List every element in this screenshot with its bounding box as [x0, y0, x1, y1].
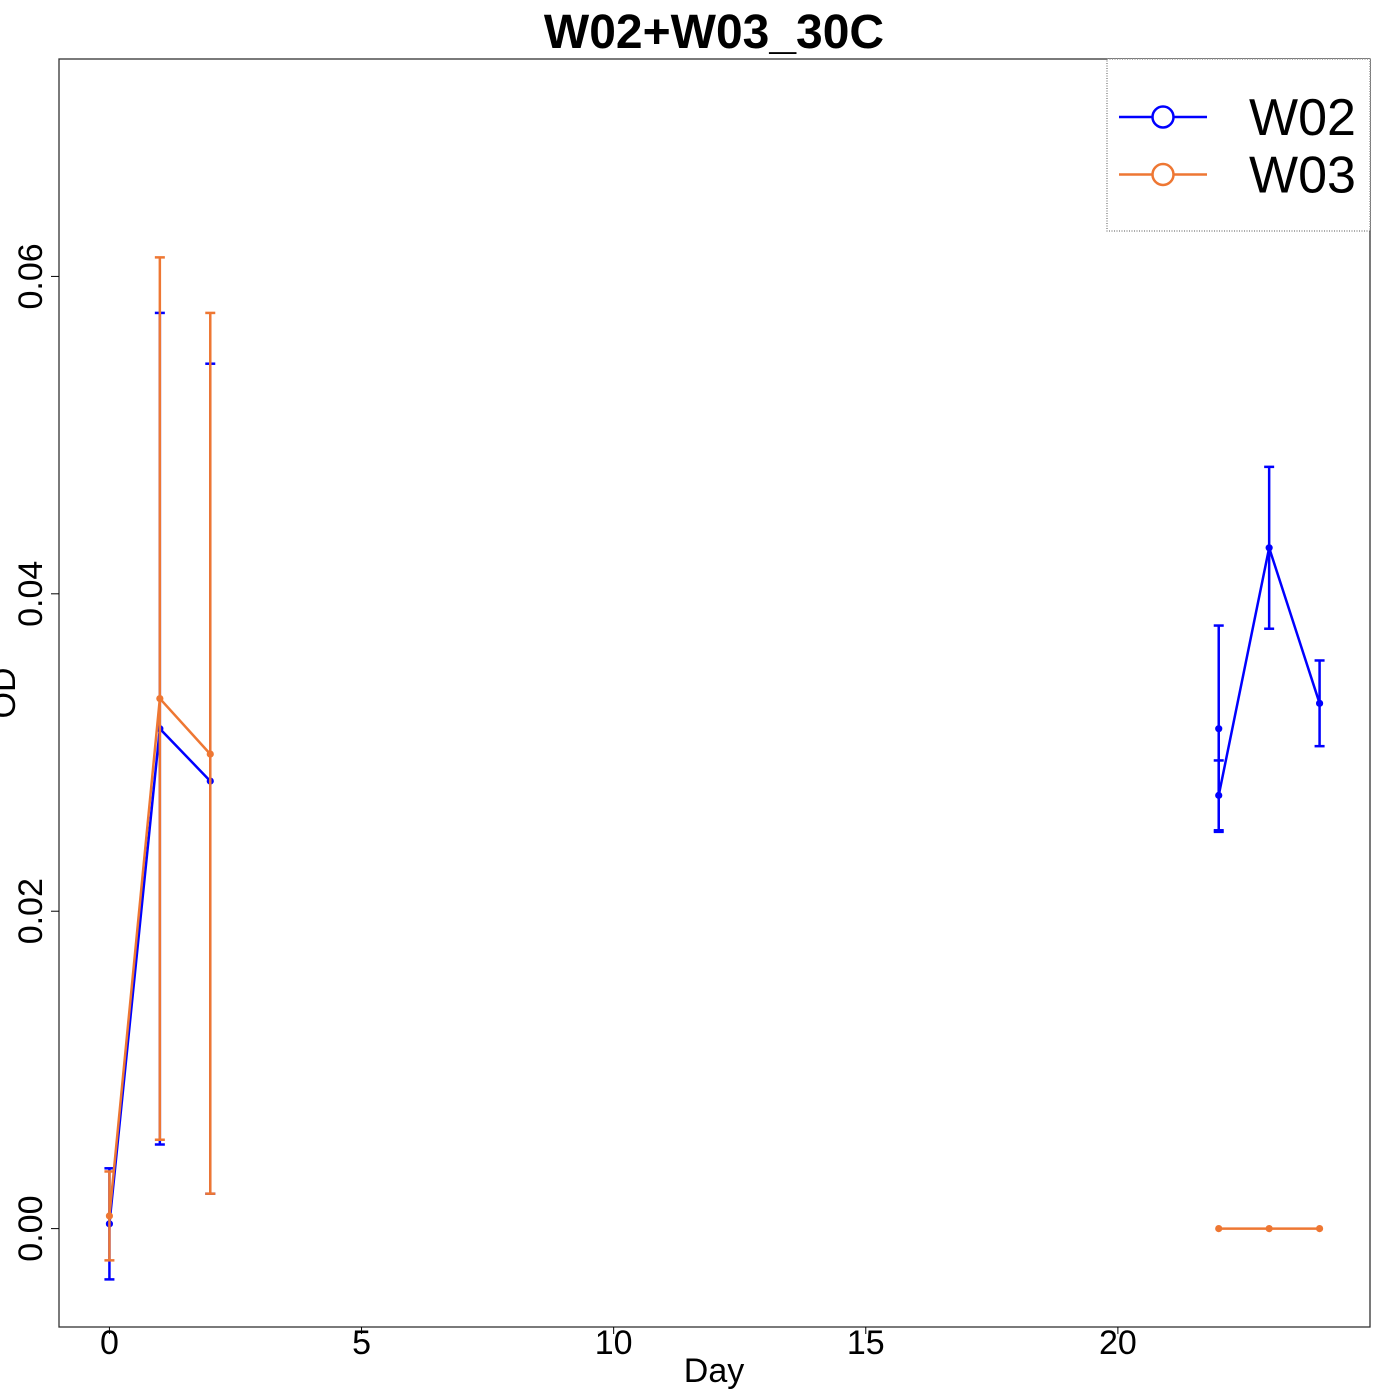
x-tick-label: 15 [847, 1324, 885, 1362]
x-axis-label: Day [684, 1352, 744, 1390]
y-tick-label: 0.02 [12, 878, 50, 944]
data-point [105, 1212, 114, 1220]
series-layer [104, 256, 1325, 1281]
chart-title: W02+W03_30C [544, 6, 884, 59]
data-point [1215, 791, 1223, 799]
y-tick-label: 0.06 [12, 243, 50, 309]
legend-label-w03: W03 [1249, 147, 1356, 205]
x-tick-label: 20 [1099, 1324, 1137, 1362]
series-w03 [104, 256, 1324, 1262]
y-tick-label: 0.00 [12, 1196, 50, 1262]
plot-area-frame [58, 58, 1371, 1328]
data-point [1265, 544, 1273, 552]
data-point [1315, 699, 1324, 707]
y-axis-label: OD [0, 668, 23, 719]
data-point [1265, 1225, 1273, 1233]
x-tick-label: 5 [352, 1324, 371, 1362]
data-point [1315, 1225, 1324, 1233]
legend-marker-w03 [1151, 162, 1175, 187]
y-axis: 0.00 0.02 0.04 0.06 [12, 243, 59, 1262]
x-tick-label: 10 [595, 1324, 633, 1362]
series-w02 [104, 311, 1325, 1281]
data-point [156, 694, 164, 703]
data-point [206, 750, 214, 758]
data-point [1215, 1225, 1223, 1233]
legend-box [1106, 58, 1371, 232]
data-point [1215, 725, 1223, 733]
legend-label-w02: W02 [1249, 89, 1356, 147]
legend-marker-w02 [1151, 105, 1175, 129]
x-tick-label: 0 [100, 1324, 119, 1362]
y-tick-label: 0.04 [12, 561, 50, 627]
x-axis: 0 5 10 15 20 [100, 1324, 1137, 1362]
